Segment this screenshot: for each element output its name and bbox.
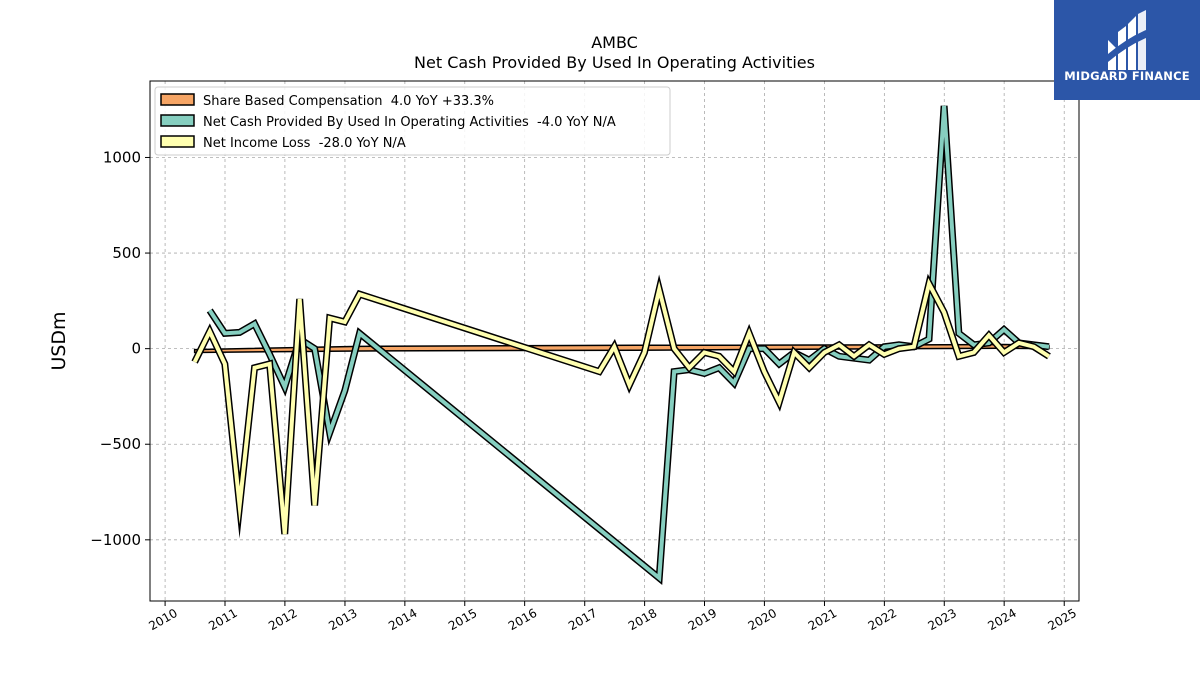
- plot-frame: [149, 80, 1080, 602]
- legend-box: [154, 86, 671, 156]
- x-tick-label: 2010: [146, 606, 179, 633]
- x-tick-label: 2024: [985, 606, 1018, 633]
- chart-subtitle: Net Cash Provided By Used In Operating A…: [414, 53, 815, 72]
- series-layer: [191, 105, 1051, 586]
- x-tick-label: 2017: [566, 606, 599, 633]
- x-tick-label: 2014: [386, 606, 419, 633]
- legend-label-net-cash: Net Cash Provided By Used In Operating A…: [203, 115, 616, 130]
- x-tick-label: 2020: [746, 606, 779, 633]
- x-tick-label: 2019: [686, 606, 719, 633]
- legend: Share Based Compensation 4.0 YoY +33.3% …: [154, 86, 671, 156]
- midgard-logo-icon: [1108, 10, 1146, 70]
- x-tick-label: 2025: [1046, 606, 1079, 633]
- y-tick-label: −1000: [90, 531, 141, 549]
- x-tick-label: 2018: [626, 606, 659, 633]
- legend-swatch-net-cash: [160, 114, 195, 127]
- x-tick-label: 2023: [926, 606, 959, 633]
- x-tick-label: 2021: [806, 606, 839, 633]
- series-line-1: [208, 105, 1050, 583]
- chart-title: AMBC: [591, 33, 638, 52]
- x-tick-label: 2016: [506, 606, 539, 633]
- legend-label-share-based: Share Based Compensation 4.0 YoY +33.3%: [203, 94, 494, 109]
- x-tick-label: 2015: [446, 606, 479, 633]
- x-tick-label: 2012: [266, 606, 299, 633]
- brand-logo: MIDGARD FINANCE: [1054, 0, 1200, 100]
- brand-name: MIDGARD FINANCE: [1064, 69, 1190, 83]
- y-tick-label: 0: [131, 340, 141, 358]
- series-line-2: [192, 278, 1051, 535]
- legend-label-net-income: Net Income Loss -28.0 YoY N/A: [203, 136, 406, 151]
- y-tick-label: 1000: [103, 148, 141, 166]
- y-axis-label: USDm: [48, 311, 70, 370]
- x-tick-label: 2022: [866, 606, 899, 633]
- legend-swatch-net-income: [160, 135, 195, 148]
- y-tick-label: −500: [100, 435, 141, 453]
- x-tick-label: 2011: [206, 606, 239, 633]
- legend-swatch-share-based: [160, 93, 195, 106]
- x-tick-label: 2013: [326, 606, 359, 633]
- y-tick-label: 500: [112, 244, 141, 262]
